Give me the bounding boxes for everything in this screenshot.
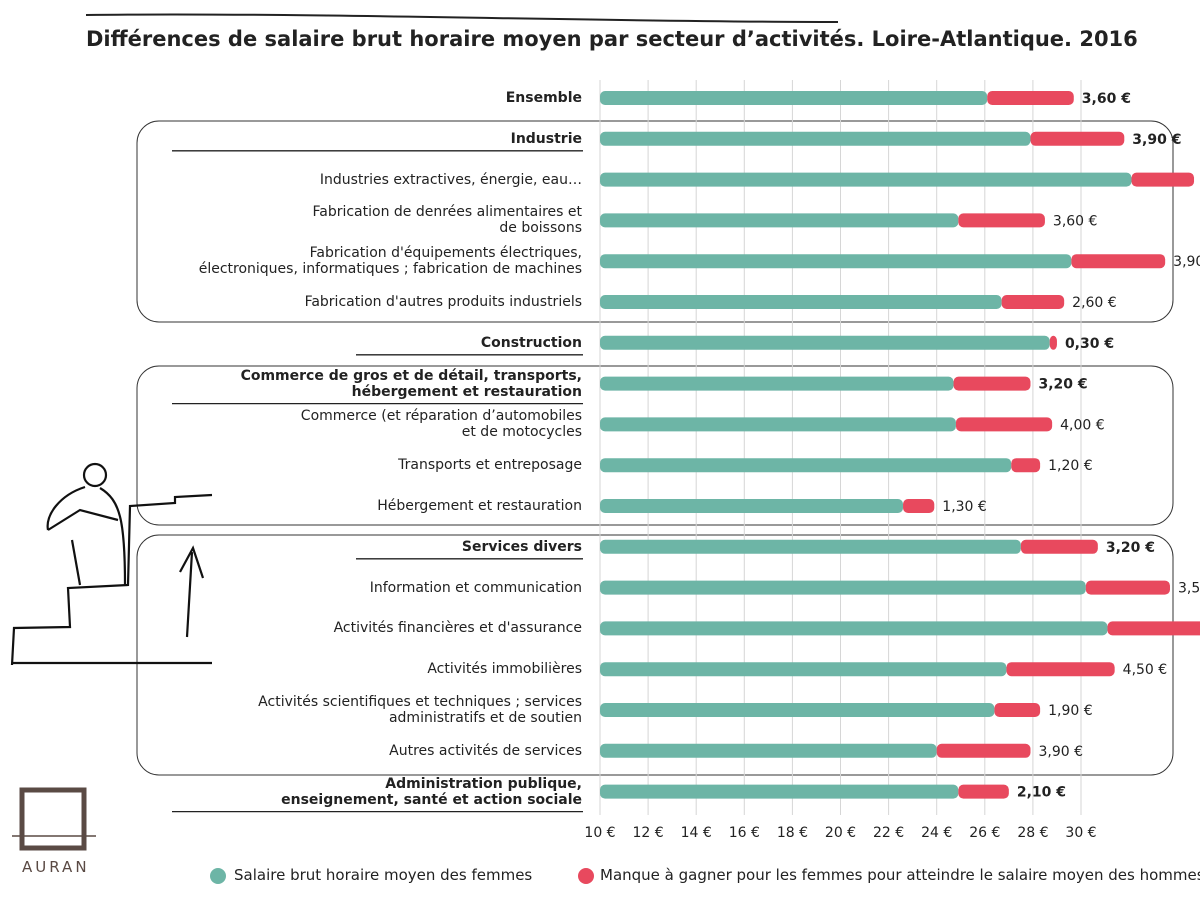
category-label: Activités immobilières (427, 661, 582, 678)
category-label: Fabrication de denrées alimentaires et d… (312, 204, 582, 237)
bar-segment (1131, 172, 1195, 187)
value-label: 4,00 € (1060, 417, 1105, 433)
x-tick-label: 24 € (921, 825, 952, 841)
bar-segment (600, 784, 959, 799)
category-label: Fabrication d'autres produits industriel… (304, 294, 582, 310)
value-label: 3,50 € (1178, 581, 1200, 597)
bar-segment (955, 417, 1053, 432)
bar-segment (936, 743, 1031, 758)
category-label: Administration publique, enseignement, s… (281, 775, 582, 808)
x-tick-label: 26 € (969, 825, 1000, 841)
bar-segment (1107, 621, 1200, 636)
value-label: 1,20 € (1048, 458, 1093, 474)
illustration (10, 462, 213, 666)
bar-segment (600, 417, 956, 432)
bar-segment (600, 295, 1002, 309)
bar-segment (600, 458, 1012, 473)
category-label: Commerce (et réparation d’automobiles et… (300, 408, 582, 441)
bar-segment (600, 131, 1031, 146)
value-label: 2,10 € (1017, 785, 1066, 801)
logo-mark (12, 787, 96, 851)
value-label: 0,30 € (1065, 336, 1114, 352)
bar-segment (903, 499, 935, 513)
decor-line (85, 13, 839, 23)
category-label: Commerce de gros et de détail, transport… (240, 367, 582, 400)
bar-segment (600, 499, 904, 513)
bar-segment (1020, 539, 1098, 554)
category-label: Hébergement et restauration (377, 498, 582, 514)
bar-segment (1011, 458, 1041, 473)
bar-segment (600, 539, 1021, 554)
x-tick-label: 10 € (584, 825, 615, 841)
x-tick-label: 28 € (1017, 825, 1048, 841)
bar-segment (600, 254, 1072, 269)
chart-title: Différences de salaire brut horaire moye… (86, 27, 1138, 51)
x-tick-label: 18 € (777, 825, 808, 841)
value-label: 3,20 € (1106, 540, 1155, 556)
bar-segment (1006, 662, 1115, 677)
category-label: Industries extractives, énergie, eau… (319, 171, 582, 188)
value-label: 3,90 € (1173, 254, 1200, 270)
bar-segment (1085, 580, 1170, 595)
value-label: 3,60 € (1053, 213, 1098, 229)
category-label: Construction (480, 334, 582, 351)
bar-segment (600, 91, 988, 105)
group-box (136, 120, 1174, 323)
x-tick-label: 14 € (681, 825, 712, 841)
category-label: Services divers (461, 538, 582, 555)
value-label: 2,60 € (1072, 295, 1117, 311)
category-label: Autres activités de services (389, 742, 582, 759)
value-label: 1,90 € (1048, 703, 1093, 719)
category-label: Ensemble (505, 90, 582, 106)
bar-segment (600, 335, 1050, 350)
bar-segment (987, 91, 1074, 105)
bar-segment (600, 703, 995, 717)
bar-segment (953, 376, 1031, 391)
x-tick-label: 20 € (825, 825, 856, 841)
bar-segment (600, 213, 959, 228)
bar-segment (1030, 131, 1125, 146)
legend-label: Manque à gagner pour les femmes pour att… (600, 866, 1200, 884)
bar-segment (958, 784, 1009, 799)
category-label: Information et communication (369, 579, 582, 596)
legend-swatch (578, 868, 594, 884)
bar-segment (1001, 295, 1065, 309)
value-label: 1,30 € (942, 499, 987, 515)
group-box (136, 534, 1174, 776)
value-label: 3,60 € (1082, 91, 1131, 107)
legend-label: Salaire brut horaire moyen des femmes (234, 866, 533, 884)
x-tick-label: 12 € (633, 825, 664, 841)
bar-segment (600, 621, 1108, 636)
x-tick-label: 22 € (873, 825, 904, 841)
value-label: 4,50 € (1123, 662, 1168, 678)
legend-swatch (210, 868, 226, 884)
value-label: 3,90 € (1132, 132, 1181, 148)
bar-segment (600, 580, 1086, 595)
bar-segment (600, 662, 1007, 677)
category-label: Transports et entreposage (398, 457, 582, 474)
bar-segment (600, 743, 937, 758)
category-label: Activités scientifiques et techniques ; … (258, 694, 582, 726)
bar-segment (1071, 254, 1166, 269)
x-tick-label: 30 € (1065, 825, 1096, 841)
group-box (136, 365, 1174, 526)
value-label: 3,90 € (1038, 744, 1083, 760)
bar-segment (994, 703, 1041, 717)
bar-segment (600, 376, 954, 391)
bar-segment (1049, 335, 1057, 350)
category-label: Activités financières et d'assurance (333, 620, 582, 637)
bar-segment (958, 213, 1045, 228)
bar-segment (600, 172, 1132, 187)
value-label: 3,20 € (1038, 377, 1087, 393)
x-tick-label: 16 € (729, 825, 760, 841)
logo-text: AURAN (22, 858, 90, 876)
category-label: Industrie (510, 130, 582, 147)
category-label: Fabrication d'équipements électriques, é… (198, 245, 582, 278)
